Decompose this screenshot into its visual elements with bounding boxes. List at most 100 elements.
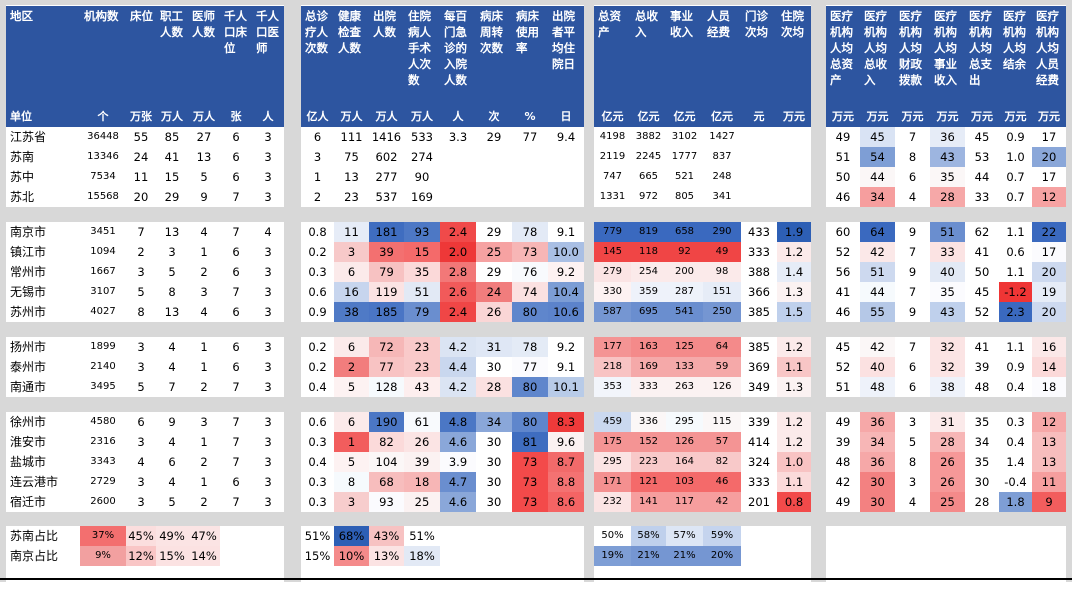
region-name: 扬州市 — [10, 340, 47, 354]
value-cell: 15 — [164, 170, 180, 184]
value-cell: 181 — [369, 222, 404, 242]
value-cell — [440, 546, 476, 566]
value-cell — [826, 526, 860, 546]
value-cell: 128 — [369, 377, 404, 397]
value-cell: 277 — [375, 170, 398, 184]
value-cell: 4 — [200, 225, 208, 239]
value-cell: 2 — [137, 245, 145, 259]
value-cell: 30 — [476, 357, 512, 377]
value-cell: 4.6 — [440, 432, 476, 452]
value-cell: 6 — [334, 412, 369, 432]
value-cell — [741, 187, 777, 207]
value-cell: 1.4 — [777, 262, 811, 282]
table-row: 56 51 9 40 50 1.1 20 — [826, 262, 1066, 282]
value-cell — [220, 546, 252, 566]
value-cell: 353 — [594, 377, 631, 397]
value-cell: 28 — [930, 432, 965, 452]
value-cell: 4027 — [90, 306, 116, 317]
value-cell: 1416 — [371, 130, 402, 144]
unit-label: 万人 — [369, 98, 404, 127]
region-name: 苏南 — [10, 150, 35, 164]
value-cell: 41 — [974, 340, 990, 354]
value-cell: 10.4 — [548, 282, 584, 302]
section-gap — [826, 207, 1066, 222]
table-row: 279 254 200 98 388 1.4 — [594, 262, 811, 282]
value-cell: 0.8 — [777, 492, 811, 512]
column-header: 医疗机构人均人员经费 — [1032, 6, 1066, 98]
value-cell: 3 — [137, 360, 145, 374]
value-cell: 20 — [1032, 262, 1066, 282]
value-cell: 248 — [712, 171, 732, 182]
column-header: 门诊次均 — [741, 6, 777, 98]
value-cell: 388 — [748, 265, 770, 279]
column-header: 人员经费 — [703, 6, 741, 98]
column-header: 医师人数 — [188, 6, 220, 98]
value-cell: 0.2 — [308, 245, 327, 259]
value-cell: 43% — [369, 526, 404, 546]
value-cell: 23 — [404, 357, 440, 377]
value-cell: 6 — [908, 170, 917, 184]
value-cell — [512, 167, 548, 187]
column-header: 千人口床位 — [220, 6, 252, 98]
value-cell: 4.8 — [440, 412, 476, 432]
value-cell: 111 — [340, 130, 363, 144]
value-cell: 1.5 — [777, 302, 811, 322]
value-cell: 1.3 — [777, 282, 811, 302]
group-service: 总诊疗人次数 健康检查人数 出院人数 住院病人手术人次数 每百门急诊的入院人数 病床周转次… — [301, 6, 584, 566]
region-name: 常州市 — [10, 265, 47, 279]
region-name: 南通市 — [10, 380, 47, 394]
value-cell — [512, 147, 548, 167]
value-cell: 1.0 — [777, 452, 811, 472]
value-cell: 35 — [930, 282, 965, 302]
value-cell: 223 — [631, 452, 666, 472]
value-cell: 50% — [601, 530, 624, 541]
value-cell — [741, 167, 777, 187]
value-cell: 9.2 — [548, 262, 584, 282]
unit-label: 万元 — [965, 98, 999, 127]
value-cell: 15 — [404, 242, 440, 262]
value-cell: 3 — [908, 475, 917, 489]
value-cell: 3102 — [671, 131, 698, 142]
unit-label: 人 — [252, 98, 284, 127]
value-cell: 6 — [313, 130, 322, 144]
value-cell: 2600 — [90, 496, 116, 507]
value-cell: 9.1 — [548, 222, 584, 242]
table-row: 江苏省 36448 55 85 27 6 3 — [6, 127, 284, 147]
value-cell: 7 — [137, 225, 145, 239]
value-cell: 1.1 — [777, 357, 811, 377]
region-name: 南京占比 — [10, 549, 59, 563]
value-cell: 54 — [860, 147, 895, 167]
table-row — [826, 526, 1066, 546]
value-cell: 32 — [930, 357, 965, 377]
table-row: 49 30 4 25 28 1.8 9 — [826, 492, 1066, 512]
value-cell: 0.4 — [308, 380, 327, 394]
value-cell: 51 — [835, 150, 851, 164]
value-cell: 39 — [404, 452, 440, 472]
value-cell: 33 — [930, 242, 965, 262]
table-row: 0.2 2 77 23 4.4 30 77 9.1 — [301, 357, 584, 377]
gray-band-top — [0, 0, 1072, 5]
region-name: 苏中 — [10, 170, 35, 184]
table-row: 19% 21% 21% 20% — [594, 546, 811, 566]
table-row: 4198 3882 3102 1427 — [594, 127, 811, 147]
value-cell: 25 — [476, 242, 512, 262]
value-cell: 7 — [232, 455, 240, 469]
value-cell: 14% — [188, 546, 220, 566]
value-cell: 3 — [264, 435, 272, 449]
section-gap — [6, 512, 284, 526]
value-cell: 366 — [748, 285, 770, 299]
value-cell: 6 — [334, 337, 369, 357]
value-cell: 3.3 — [448, 130, 468, 144]
value-cell: 263 — [666, 377, 703, 397]
value-cell: 152 — [631, 432, 666, 452]
gray-gap-1 — [284, 0, 301, 593]
value-cell: 11 — [1032, 472, 1066, 492]
value-cell — [220, 526, 252, 546]
value-cell: 171 — [594, 472, 631, 492]
value-cell: 43 — [930, 302, 965, 322]
value-cell: 34 — [974, 435, 990, 449]
unit-label: % — [512, 98, 548, 127]
table-row: 6 111 1416 533 3.3 29 77 9.4 — [301, 127, 584, 147]
value-cell: 62 — [974, 225, 990, 239]
value-cell: 9.2 — [548, 337, 584, 357]
